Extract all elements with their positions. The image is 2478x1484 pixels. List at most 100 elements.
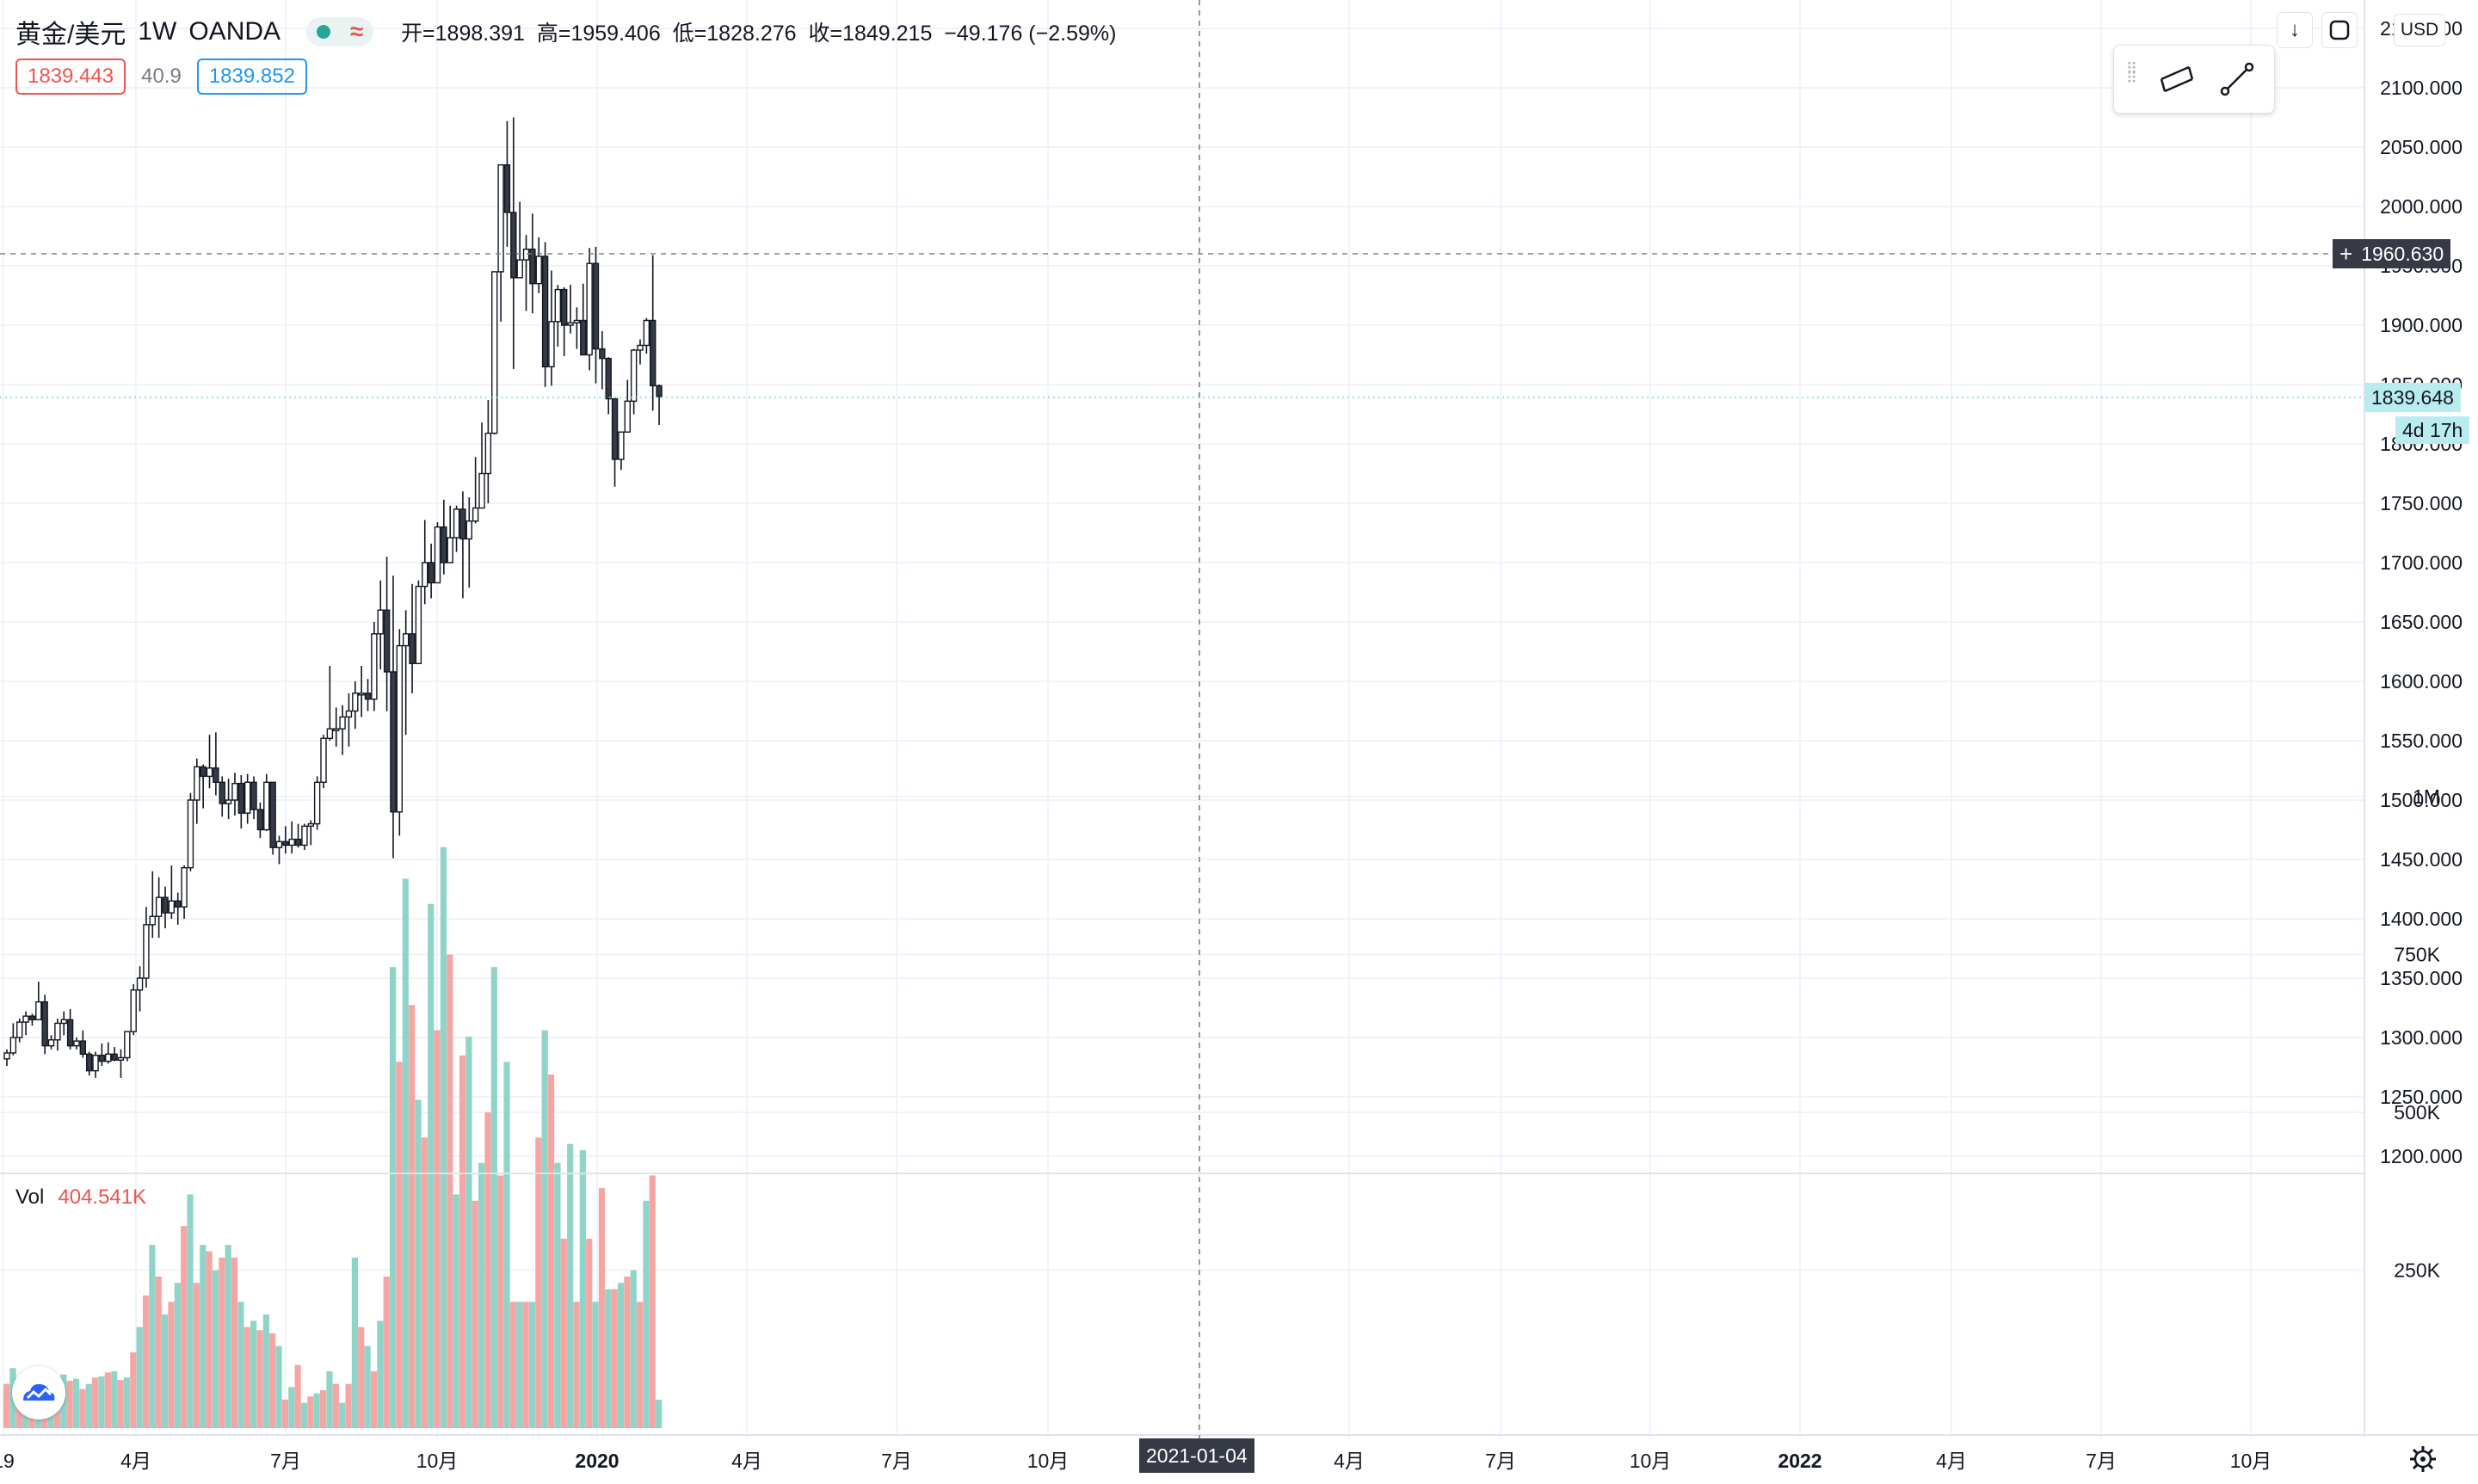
volume-bar [136,1327,143,1428]
volume-bar [288,1387,295,1428]
candle-body [465,520,472,540]
crosshair-price-value: 1960.630 [2361,242,2444,265]
volume-bar [174,1283,181,1428]
volume-bar [383,1276,390,1428]
volume-bar [630,1270,637,1428]
volume-bar [225,1245,231,1428]
candle-body [187,799,194,869]
fullscreen-icon [2329,20,2350,40]
candle-body [586,262,593,356]
time-tick-label: 7月 [881,1450,912,1472]
volume-bar [149,1245,156,1428]
volume-bar [484,1112,491,1428]
volume-title: Vol [15,1185,45,1209]
symbol-name[interactable]: 黄金/美元 [15,21,126,49]
time-tick-label: 4月 [1334,1450,1365,1472]
candle-body [554,288,562,323]
high-value: 1959.406 [570,22,661,46]
volume-bar [200,1245,206,1428]
volume-bar [193,1283,200,1428]
close-label: 收 [808,22,830,46]
settings-button[interactable] [2406,1442,2440,1476]
volume-bar [459,1055,466,1428]
candle-body [105,1053,112,1062]
volume-tick-label: 750K [2394,944,2440,966]
volume-bar [490,967,497,1428]
candle-body [294,838,302,847]
time-tick-label: 10月 [1630,1450,1672,1472]
volume-bar [243,1327,250,1428]
candle-body [275,841,283,848]
price-tick-label: 1750.000 [2380,492,2463,514]
currency-button[interactable]: USD [2394,14,2445,46]
volume-bar [181,1226,188,1428]
high-label: 高 [536,22,558,46]
volume-bar [509,1302,516,1428]
volume-bar [402,878,409,1428]
parallel-channel-button[interactable] [2152,54,2202,104]
drag-handle-icon[interactable]: ⠿ ⠿ [2126,60,2140,87]
candle-body [402,633,410,647]
candle-body [422,562,428,588]
price-tick-label: 1400.000 [2380,908,2463,930]
candle-body [60,1019,67,1025]
volume-bar [409,1005,416,1428]
volume-bar [237,1302,244,1428]
time-tick-label: 4月 [1936,1450,1967,1472]
price-tick-label: 1650.000 [2380,611,2463,633]
symbol-exchange[interactable]: OANDA [188,17,281,46]
candle-body [307,822,314,828]
volume-bar [92,1377,99,1428]
candle-body [168,900,176,914]
candle-body [377,609,384,635]
candle-body [472,507,479,522]
candle-body [54,1022,61,1041]
candle-body [560,288,568,326]
buy-price-button[interactable]: 1839.852 [196,58,307,95]
volume-bar [104,1372,111,1428]
volume-bar [326,1370,333,1428]
candle-body [263,781,270,831]
time-tick-label: 2020 [575,1450,619,1472]
time-tick-label: 4月 [120,1450,151,1472]
candle-body [124,1031,131,1059]
crosshair [0,0,2364,1438]
market-status-pill[interactable]: ≈ [306,17,374,46]
low-value: 1828.276 [706,22,797,46]
volume-bar [472,1200,478,1428]
volume-bar [79,1389,86,1428]
symbol-interval[interactable]: 1W [138,17,177,46]
volume-bar [358,1327,365,1428]
tradingview-logo-button[interactable] [12,1366,65,1419]
trend-line-button[interactable] [2212,54,2262,104]
price-tick-label: 2000.000 [2380,195,2463,218]
approx-wave-icon: ≈ [350,18,364,45]
plus-icon[interactable]: + [2339,240,2353,267]
volume-bar [522,1302,529,1428]
volume-bar [656,1399,663,1428]
candle-body [47,1039,55,1047]
candle-body [599,348,606,360]
candle-body [143,924,150,979]
candle-body [85,1053,93,1072]
candle-body [282,841,289,847]
sell-price-button[interactable]: 1839.443 [15,58,126,95]
candle-body [656,385,663,397]
volume-bar [579,1150,586,1428]
candle-body [339,716,346,730]
spread-value: 40.9 [141,65,182,88]
volume-bar [256,1330,263,1428]
time-tick-label: 4月 [731,1450,762,1472]
candle-body [478,472,485,509]
volume-bar [573,1302,580,1428]
volume-bar [503,1062,510,1428]
candle-body [529,248,536,285]
volume-bar [212,1270,219,1428]
volume-bar [611,1289,618,1428]
candle-body [250,781,257,810]
download-button[interactable]: ↓ [2277,12,2313,48]
price-tick-label: 1500.000 [2380,789,2463,811]
crosshair-price-label: + 1960.630 [2333,239,2451,268]
fullscreen-button[interactable] [2321,12,2358,48]
